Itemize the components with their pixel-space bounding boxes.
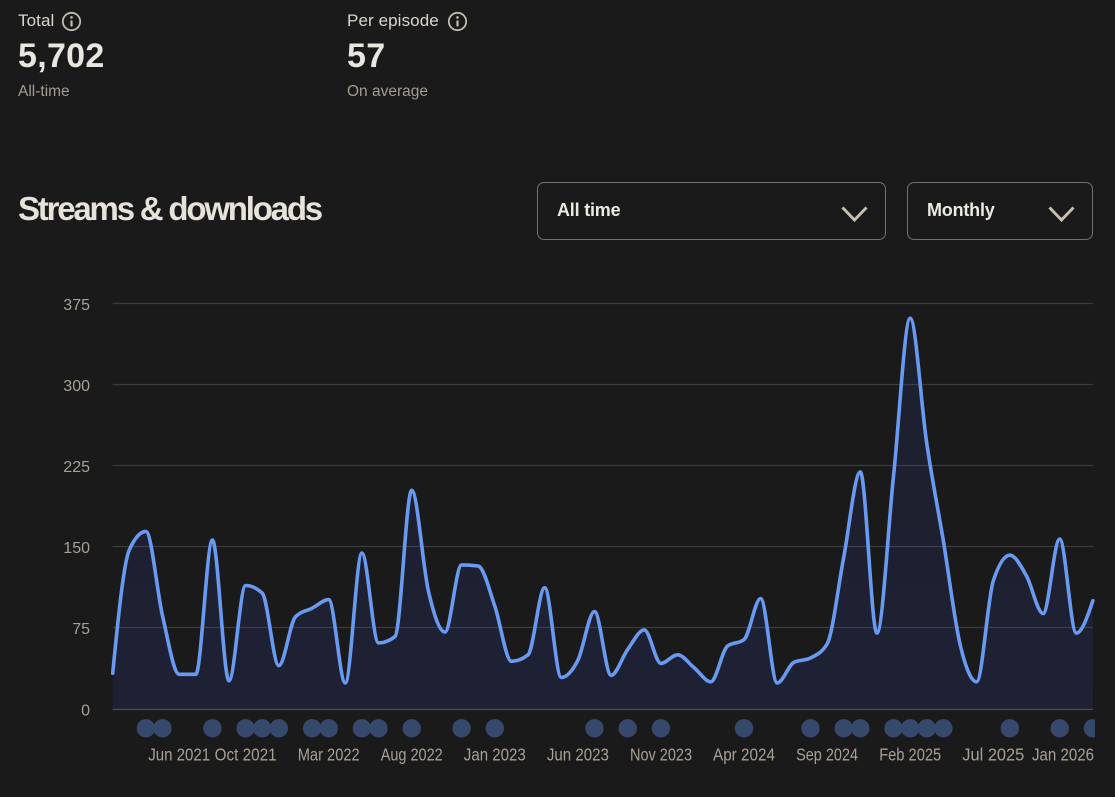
svg-text:300: 300 (63, 378, 90, 395)
svg-text:Feb 2025: Feb 2025 (879, 745, 941, 765)
svg-text:Aug 2022: Aug 2022 (381, 745, 443, 765)
svg-text:Jun 2021: Jun 2021 (148, 745, 210, 765)
svg-text:75: 75 (72, 621, 90, 638)
svg-text:Sep 2024: Sep 2024 (796, 745, 858, 765)
svg-text:Jan 2026: Jan 2026 (1032, 745, 1094, 765)
svg-text:Apr 2024: Apr 2024 (713, 745, 775, 765)
svg-text:Jan 2023: Jan 2023 (464, 745, 526, 765)
svg-text:Nov 2023: Nov 2023 (630, 745, 692, 765)
svg-text:150: 150 (63, 540, 90, 557)
svg-text:375: 375 (63, 297, 90, 314)
svg-text:Mar 2022: Mar 2022 (298, 745, 360, 765)
svg-text:Jun 2023: Jun 2023 (547, 745, 609, 765)
svg-text:0: 0 (81, 702, 90, 719)
svg-text:Oct 2021: Oct 2021 (215, 745, 277, 765)
svg-text:Jul 2025: Jul 2025 (962, 745, 1024, 765)
svg-text:225: 225 (63, 459, 90, 476)
